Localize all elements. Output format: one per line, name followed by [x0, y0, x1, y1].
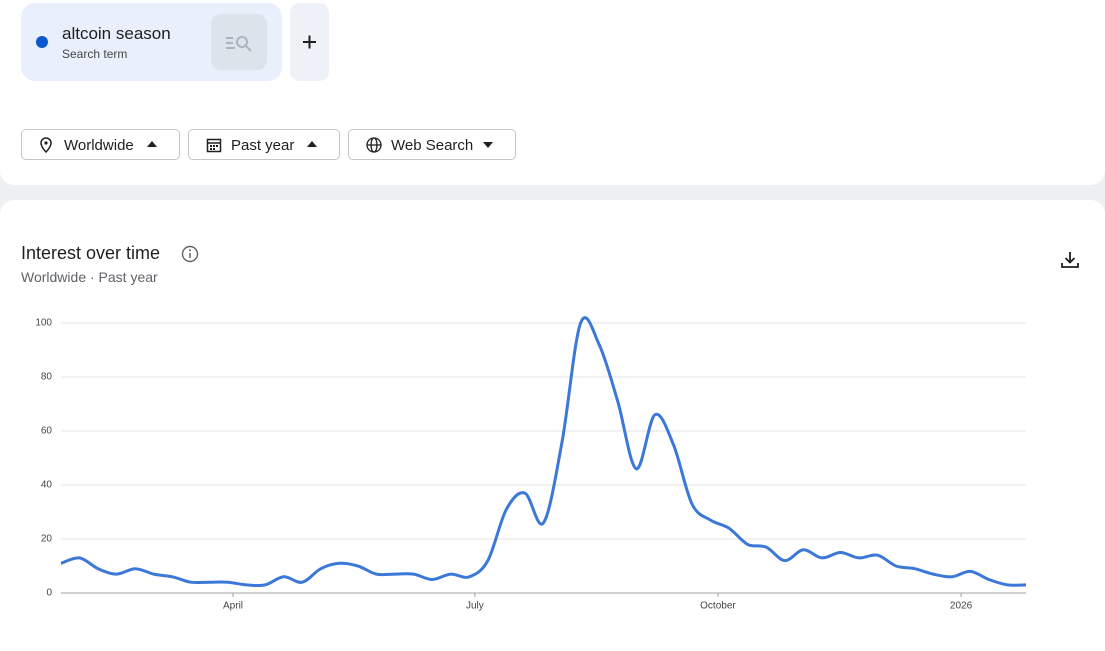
y-tick-label: 0 — [46, 588, 52, 599]
query-card: altcoin season Search term Worldwide Pas… — [0, 0, 1105, 185]
y-tick-label: 20 — [41, 534, 53, 545]
x-tick-label: July — [466, 601, 484, 612]
pin-icon — [40, 137, 52, 153]
search-term-chip[interactable]: altcoin season Search term — [21, 3, 282, 81]
globe-icon — [366, 137, 382, 153]
y-tick-label: 100 — [35, 318, 52, 329]
term-name: altcoin season — [62, 24, 171, 43]
caret — [483, 142, 493, 148]
info-icon[interactable] — [181, 245, 199, 263]
x-tick-label: April — [223, 601, 243, 612]
filter-label: Worldwide — [64, 137, 134, 154]
caret — [307, 141, 317, 147]
download-button[interactable] — [1060, 250, 1080, 270]
chart-title: Interest over time — [21, 243, 161, 263]
calendar-icon — [206, 138, 222, 153]
trend-line — [60, 316, 1027, 588]
chart-card — [0, 200, 1105, 651]
caret — [147, 141, 157, 147]
refine-icon — [226, 36, 252, 52]
refine-button[interactable] — [211, 14, 267, 70]
x-tick-label: October — [700, 601, 736, 612]
property-filter[interactable]: Web Search — [348, 129, 516, 160]
series-dot — [36, 36, 48, 48]
y-tick-label: 80 — [41, 372, 53, 383]
chart-subtitle: Worldwide · Past year — [21, 269, 158, 285]
location-filter[interactable]: Worldwide — [21, 129, 180, 160]
filter-label: Web Search — [391, 137, 474, 154]
x-tick-label: 2026 — [950, 601, 973, 612]
add-term-button[interactable] — [290, 3, 329, 81]
y-tick-label: 60 — [41, 426, 53, 437]
y-tick-label: 40 — [41, 480, 53, 491]
time-filter[interactable]: Past year — [188, 129, 340, 160]
filter-label: Past year — [231, 137, 295, 154]
chart: 0 20 40 60 80 100 April July October 2026 — [35, 316, 1027, 612]
term-label: Search term — [62, 47, 128, 61]
plus-icon — [303, 35, 316, 49]
